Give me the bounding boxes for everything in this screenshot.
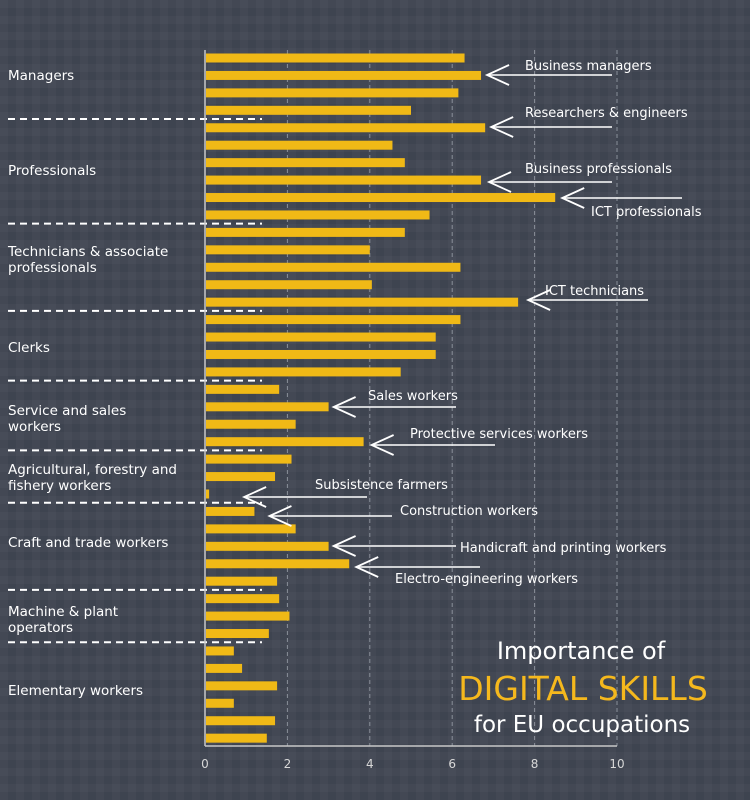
bar — [206, 646, 234, 656]
annotation: Construction workers — [267, 504, 538, 527]
bar — [206, 716, 276, 726]
bar — [206, 384, 280, 394]
bar — [206, 297, 519, 307]
annotation: Business managers — [484, 59, 652, 86]
annotation-label: Subsistence farmers — [315, 478, 448, 493]
bar — [206, 349, 436, 359]
bar — [206, 472, 276, 482]
category-label: Service and sales — [8, 403, 126, 419]
arrow-head-icon — [241, 486, 267, 508]
bar — [206, 629, 269, 639]
annotation: Sales workers — [331, 389, 458, 418]
category-label: Machine & plant — [8, 604, 118, 620]
bar — [206, 53, 465, 63]
arrow-head-icon — [525, 289, 551, 311]
category-label: professionals — [8, 260, 97, 276]
bar — [206, 663, 243, 673]
bar — [206, 140, 393, 150]
bar — [206, 193, 556, 203]
bar — [206, 419, 296, 429]
annotation-label: Handicraft and printing workers — [460, 541, 667, 556]
bar — [206, 611, 290, 621]
bar — [206, 245, 370, 255]
annotation: Electro-engineering workers — [354, 556, 578, 587]
bar — [206, 698, 234, 708]
category-label: workers — [8, 419, 61, 435]
arrow-head-icon — [331, 535, 356, 557]
bar — [206, 454, 292, 464]
bar — [206, 210, 430, 220]
annotation: Handicraft and printing workers — [331, 535, 667, 557]
bar — [206, 541, 329, 551]
bar — [206, 175, 482, 185]
arrow-head-icon — [486, 171, 512, 193]
x-tick-label: 2 — [284, 757, 292, 771]
category-label: Agricultural, forestry and — [8, 462, 177, 478]
bar — [206, 88, 459, 98]
bar — [206, 70, 482, 80]
annotation-label: ICT professionals — [591, 205, 702, 220]
title-line-1: Importance of — [497, 637, 666, 665]
bar — [206, 105, 411, 115]
annotation-label: Construction workers — [400, 504, 538, 519]
bar — [206, 594, 280, 604]
category-label: Professionals — [8, 163, 96, 179]
category-label: Clerks — [8, 340, 50, 356]
bar — [206, 681, 278, 691]
category-label: Managers — [8, 68, 74, 84]
category-label: operators — [8, 620, 73, 636]
bar — [206, 559, 350, 569]
arrow-head-icon — [484, 64, 510, 86]
category-label: Craft and trade workers — [8, 535, 168, 551]
bar — [206, 506, 255, 516]
arrow-head-icon — [488, 116, 514, 138]
bar — [206, 280, 372, 290]
category-label: Technicians & associate — [7, 244, 168, 260]
bar — [206, 402, 329, 412]
annotation-label: Protective services workers — [410, 427, 588, 442]
category-label: fishery workers — [8, 478, 111, 494]
x-tick-label: 6 — [448, 757, 456, 771]
bar — [206, 437, 364, 447]
annotation-label: Researchers & engineers — [525, 106, 688, 121]
x-tick-label: 0 — [201, 757, 209, 771]
chart-title: Importance of DIGITAL SKILLS for EU occu… — [458, 637, 708, 738]
annotation-label: Sales workers — [368, 389, 458, 404]
annotation: ICT technicians — [525, 284, 648, 311]
bar — [206, 227, 405, 237]
x-tick-label: 4 — [366, 757, 374, 771]
bar — [206, 123, 486, 133]
bar — [206, 733, 267, 743]
bar — [206, 158, 405, 168]
title-line-3: for EU occupations — [474, 712, 690, 738]
bar — [206, 332, 436, 342]
annotation: Researchers & engineers — [488, 106, 688, 138]
x-tick-label: 10 — [609, 757, 624, 771]
arrow-head-icon — [331, 396, 356, 418]
arrow-head-icon — [267, 505, 292, 527]
annotation-label: Business professionals — [525, 162, 672, 177]
annotation-label: ICT technicians — [545, 284, 644, 299]
arrow-head-icon — [369, 434, 394, 456]
annotation-label: Business managers — [525, 59, 652, 74]
bar — [206, 524, 296, 534]
arrow-head-icon — [354, 556, 379, 578]
bar — [206, 489, 210, 499]
annotation-label: Electro-engineering workers — [395, 572, 578, 587]
bar — [206, 315, 461, 325]
annotation: ICT professionals — [560, 187, 702, 220]
x-tick-label: 8 — [531, 757, 539, 771]
bar — [206, 576, 278, 586]
bar — [206, 262, 461, 272]
annotation: Protective services workers — [369, 427, 588, 456]
annotation: Business professionals — [486, 162, 672, 193]
category-label: Elementary workers — [8, 683, 143, 699]
arrow-head-icon — [560, 187, 585, 209]
title-line-2: DIGITAL SKILLS — [458, 669, 708, 708]
bar — [206, 367, 401, 377]
annotation: Subsistence farmers — [241, 478, 448, 508]
